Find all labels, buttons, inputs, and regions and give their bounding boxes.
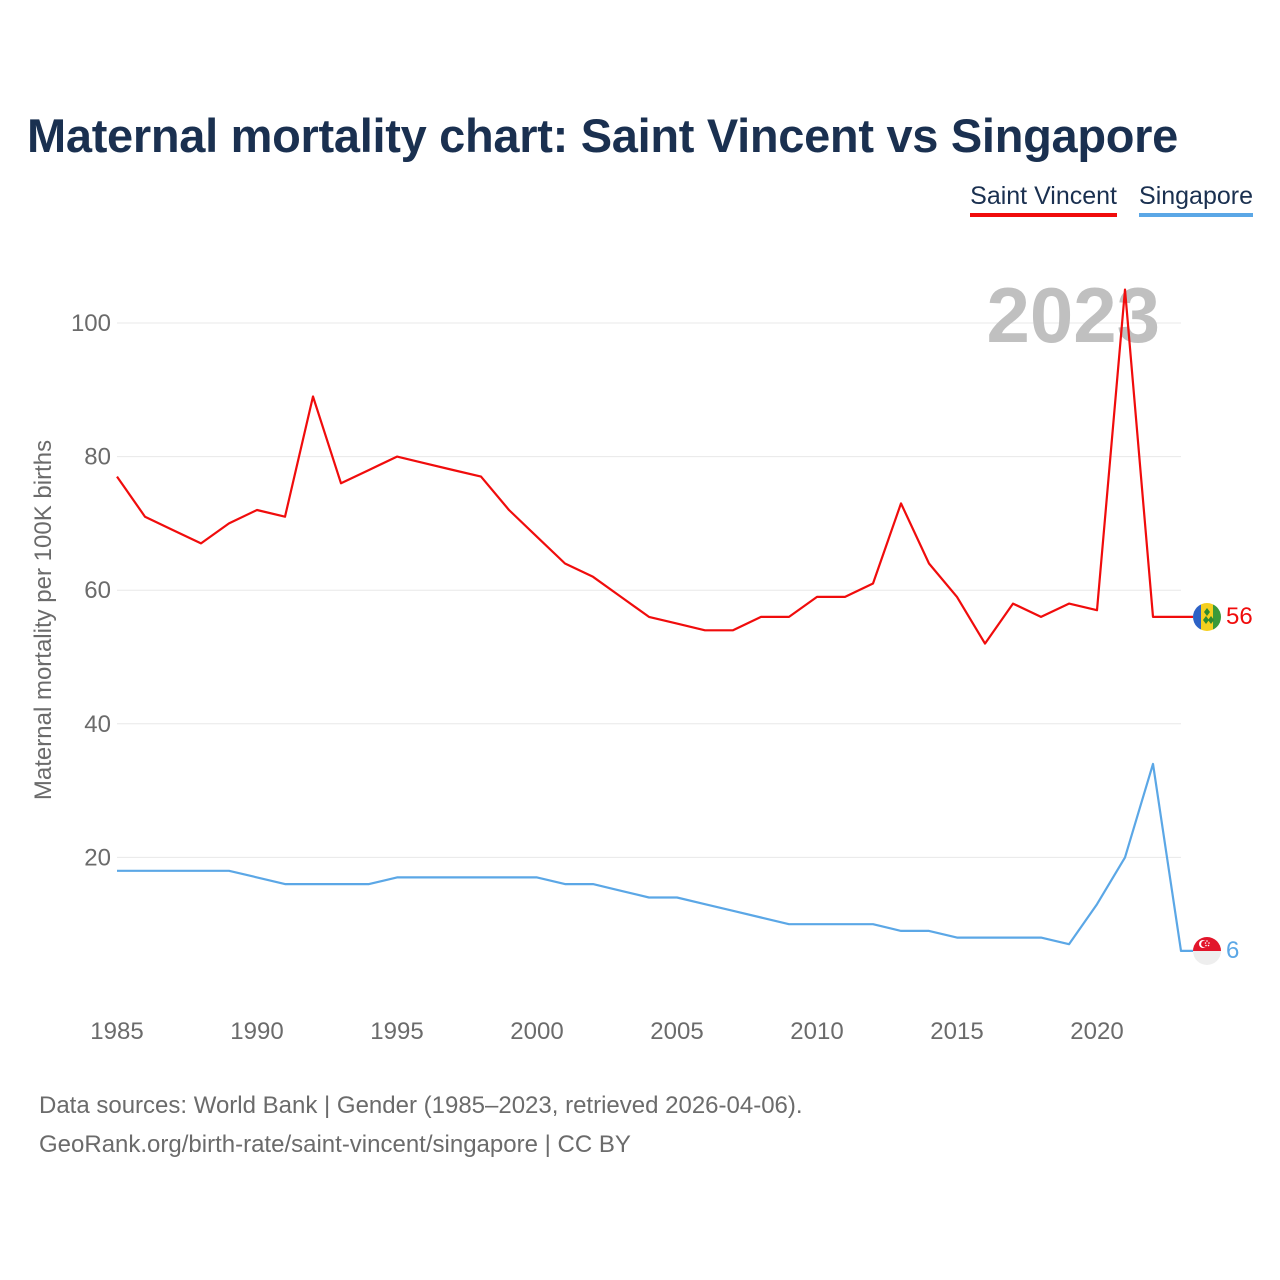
x-tick-label: 1985 [90, 1018, 143, 1045]
legend-item-singapore[interactable]: Singapore [1139, 182, 1253, 217]
x-tick-label: 2005 [650, 1018, 703, 1045]
chart-title: Maternal mortality chart: Saint Vincent … [27, 109, 1179, 162]
x-tick-label: 1990 [230, 1018, 283, 1045]
series-line-saint-vincent[interactable] [116, 288, 1193, 645]
y-tick-label: 80 [84, 444, 111, 471]
y-axis-ticks: 20 40 60 80 100 [71, 310, 111, 871]
source-url[interactable]: GeoRank.org/birth-rate/saint-vincent/sin… [39, 1131, 631, 1158]
legend-item-saint-vincent[interactable]: Saint Vincent [970, 182, 1118, 217]
end-label-saint-vincent: 56 [1226, 603, 1253, 630]
year-watermark: 2023 [986, 271, 1160, 359]
x-tick-label: 2020 [1070, 1018, 1123, 1045]
x-axis-ticks: 1985 1990 1995 2000 2005 2010 2015 2020 [90, 1018, 1123, 1045]
y-tick-label: 100 [71, 310, 111, 337]
data-source-note: Data sources: World Bank | Gender (1985–… [39, 1092, 803, 1119]
x-tick-label: 2015 [930, 1018, 983, 1045]
series-line-singapore[interactable] [117, 762, 1193, 953]
legend: Saint Vincent Singapore [970, 182, 1253, 217]
grid-lines [117, 322, 1181, 858]
y-tick-label: 20 [84, 844, 111, 871]
singapore-flag-icon [1193, 937, 1221, 965]
footer: Data sources: World Bank | Gender (1985–… [39, 1086, 803, 1164]
x-tick-label: 2000 [510, 1018, 563, 1045]
x-tick-label: 1995 [370, 1018, 423, 1045]
end-label-singapore: 6 [1226, 937, 1239, 964]
y-axis-label: Maternal mortality per 100K births [30, 440, 57, 800]
y-tick-label: 40 [84, 711, 111, 738]
x-tick-label: 2010 [790, 1018, 843, 1045]
series-lines [116, 288, 1193, 953]
saint-vincent-flag-icon [1193, 603, 1221, 631]
y-tick-label: 60 [84, 577, 111, 604]
